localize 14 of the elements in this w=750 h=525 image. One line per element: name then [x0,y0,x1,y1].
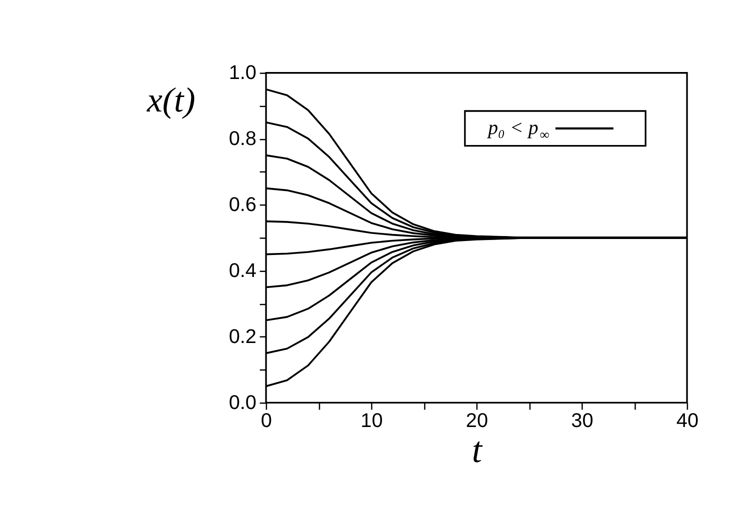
x-tick-label: 10 [360,410,383,432]
y-axis-title: x(t) [146,80,196,120]
x-tick-label: 30 [571,410,594,432]
y-tick-label: 0.4 [228,260,256,282]
y-tick-label: 0.8 [228,128,256,150]
legend-label: p₀ < p∞ [486,117,550,142]
x-tick-label: 0 [260,410,272,432]
y-tick-label: 0.0 [228,392,256,414]
y-tick-label: 1.0 [228,62,256,84]
x-axis-title: t [472,430,483,470]
x-tick-label: 40 [676,410,698,432]
y-tick-label: 0.6 [228,194,256,216]
y-tick-label: 0.2 [228,326,256,348]
x-tick-label: 20 [466,410,488,432]
